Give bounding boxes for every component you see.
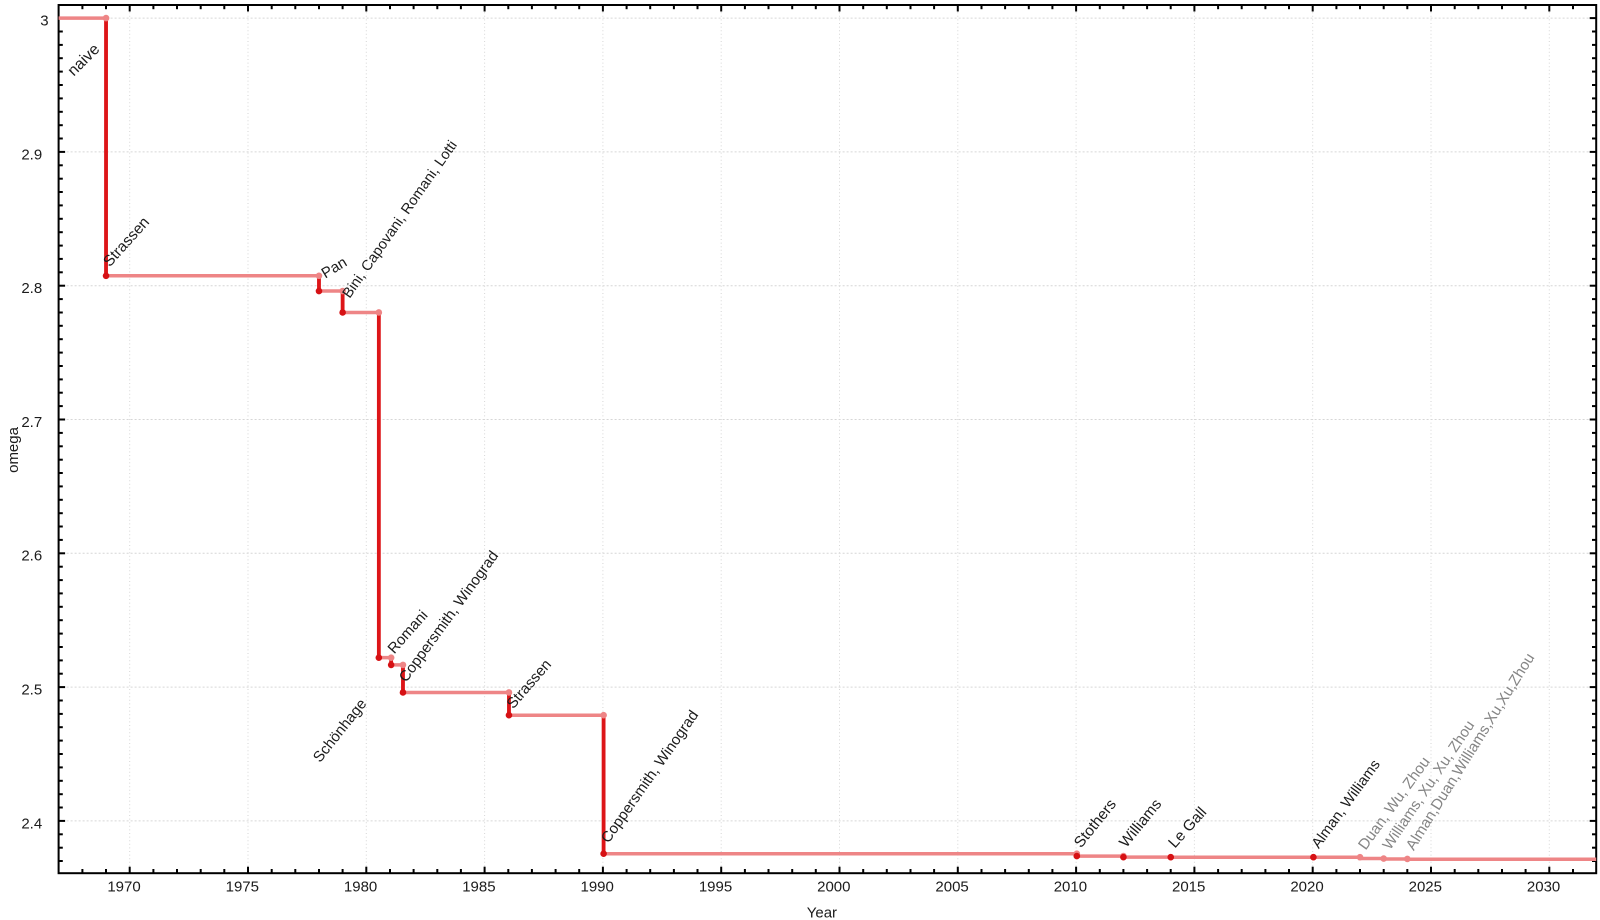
svg-text:1980: 1980 [344,878,377,895]
svg-text:3: 3 [40,13,48,30]
svg-text:2.5: 2.5 [21,682,42,699]
svg-text:2005: 2005 [935,878,968,895]
svg-text:2.8: 2.8 [21,280,42,297]
svg-text:2030: 2030 [1527,878,1560,895]
svg-text:2000: 2000 [817,878,850,895]
svg-text:2.9: 2.9 [21,146,42,163]
svg-text:1995: 1995 [699,878,732,895]
svg-text:1985: 1985 [462,878,495,895]
svg-text:2.6: 2.6 [21,548,42,565]
svg-text:omega: omega [5,426,22,473]
svg-text:2015: 2015 [1172,878,1205,895]
svg-text:2025: 2025 [1409,878,1442,895]
svg-text:2.4: 2.4 [21,815,42,832]
svg-text:2020: 2020 [1290,878,1323,895]
svg-text:2010: 2010 [1054,878,1087,895]
svg-text:Year: Year [807,904,837,920]
svg-text:2.7: 2.7 [21,414,42,431]
svg-text:1975: 1975 [226,878,259,895]
svg-text:1970: 1970 [107,878,140,895]
svg-text:1990: 1990 [581,878,614,895]
